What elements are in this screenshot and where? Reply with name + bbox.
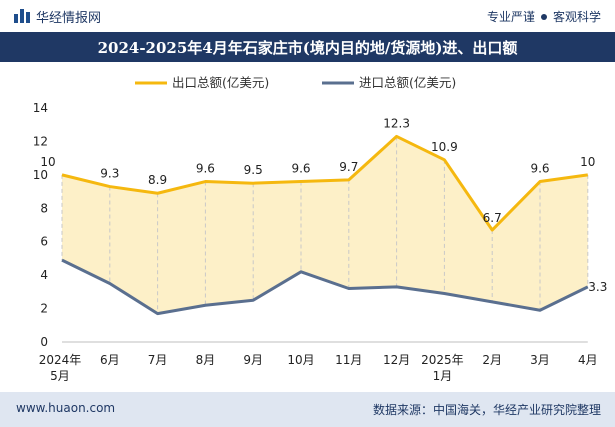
- logo-text: 华经情报网: [36, 10, 102, 26]
- x-tick-label: 9月: [243, 353, 263, 367]
- y-tick-label: 8: [40, 201, 48, 215]
- x-tick-label: 7月: [148, 353, 168, 367]
- x-tick-label: 12月: [383, 353, 410, 367]
- x-tick-label: 10月: [287, 353, 314, 367]
- data-label-export: 10.9: [431, 140, 458, 154]
- y-tick-label: 0: [40, 335, 48, 349]
- x-tick-label: 2024年: [39, 353, 82, 367]
- x-tick-label: 4月: [578, 353, 598, 367]
- data-label-export: 10: [40, 155, 55, 169]
- x-tick-label: 8月: [196, 353, 216, 367]
- data-label-export: 9.6: [196, 162, 215, 176]
- data-label-export: 9.5: [244, 163, 263, 177]
- x-tick-label: 6月: [100, 353, 120, 367]
- series-line-import: [61, 258, 589, 316]
- logo: 华经情报网: [14, 7, 102, 26]
- data-label-export: 9.3: [100, 167, 119, 181]
- data-label-import: 3.3: [588, 280, 607, 294]
- x-tick-label: 3月: [530, 353, 550, 367]
- footer-url[interactable]: www.huaon.com: [16, 401, 116, 415]
- tagline-left: 专业严谨: [486, 10, 535, 24]
- legend-label-import: 进口总额(亿美元): [359, 75, 456, 90]
- data-label-export: 6.7: [483, 211, 502, 225]
- x-tick-label: 2月: [482, 353, 502, 367]
- tagline-right: 客观科学: [552, 10, 601, 24]
- footer: www.huaon.com 数据来源：中国海关，华经产业研究院整理: [0, 392, 615, 427]
- data-label-export: 10: [580, 155, 595, 169]
- data-label-export: 9.7: [339, 160, 358, 174]
- area-between-series: [62, 136, 588, 314]
- x-tick-label: 11月: [335, 353, 362, 367]
- chart: 出口总额(亿美元) 进口总额(亿美元) 0 2 4 6 8 10 12 14 10 9.3 8.9 9.6…: [33, 75, 608, 383]
- y-tick-label: 14: [33, 101, 48, 115]
- x-tick-label: 5月: [50, 369, 70, 383]
- series-line-export: [61, 134, 589, 232]
- data-label-export: 9.6: [530, 162, 549, 176]
- y-tick-label: 2: [40, 302, 48, 316]
- top-bar: 华经情报网 专业严谨 客观科学: [0, 0, 615, 32]
- data-label-export: 12.3: [383, 116, 410, 130]
- y-tick-label: 4: [40, 268, 48, 282]
- legend-label-export: 出口总额(亿美元): [172, 75, 269, 90]
- y-tick-label: 6: [40, 235, 48, 249]
- data-label-export: 8.9: [148, 173, 167, 187]
- x-tick-label: 1月: [433, 369, 453, 383]
- tagline: 专业严谨 客观科学: [487, 8, 601, 25]
- y-tick-label: 12: [33, 134, 48, 148]
- title-bar: 2024-2025年4月年石家庄市(境内目的地/货源地)进、出口额: [0, 32, 615, 62]
- chart-title: 2024-2025年4月年石家庄市(境内目的地/货源地)进、出口额: [97, 38, 518, 57]
- data-label-export: 9.6: [291, 162, 310, 176]
- x-tick-label: 2025年: [421, 353, 464, 367]
- y-tick-label: 10: [33, 168, 48, 182]
- dot-icon: [540, 13, 547, 20]
- logo-icon: [14, 9, 30, 23]
- footer-source: 数据来源：中国海关，华经产业研究院整理: [372, 403, 601, 417]
